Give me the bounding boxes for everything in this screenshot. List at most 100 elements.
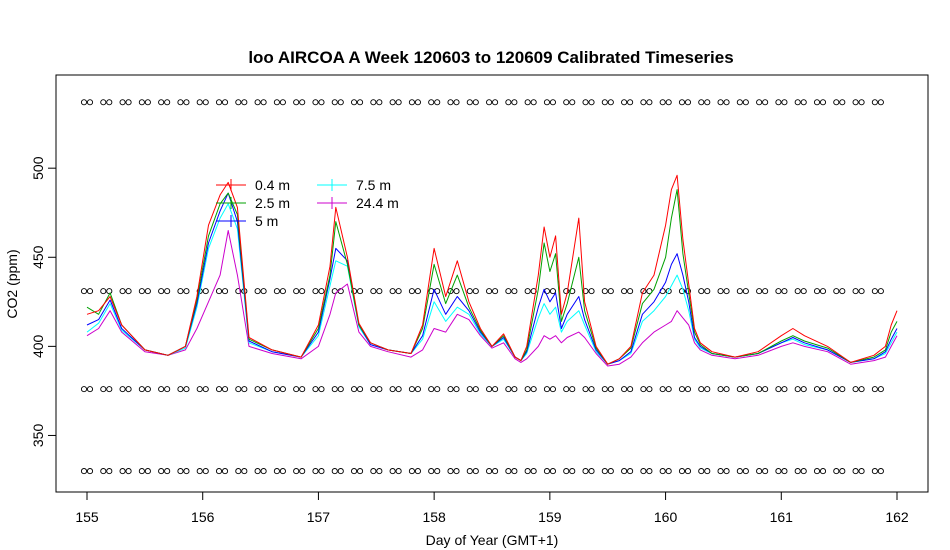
marker-point (434, 468, 441, 475)
marker-point (472, 386, 479, 393)
marker-point (312, 468, 319, 475)
marker-point (678, 468, 686, 475)
marker-point (279, 468, 286, 475)
legend: 0.4 m 2.5 m 5 m 7.5 m 24.4 m (216, 177, 399, 229)
marker-point (318, 99, 325, 106)
y-tick-label: 450 (30, 245, 46, 269)
marker-point (717, 99, 724, 106)
marker-point (607, 468, 614, 475)
marker-point (318, 468, 325, 475)
marker-point (839, 99, 846, 106)
marker-point (337, 386, 344, 393)
x-tick-label: 162 (885, 509, 909, 525)
marker-point (196, 386, 203, 393)
marker-point (447, 468, 454, 475)
marker-point (125, 288, 132, 295)
series-lines (86, 174, 898, 367)
marker-point (183, 468, 190, 475)
marker-point (370, 386, 377, 393)
x-tick-label: 158 (422, 509, 446, 525)
marker-point (781, 99, 788, 106)
marker-point (100, 468, 107, 475)
marker-point (357, 468, 364, 475)
marker-point (607, 288, 614, 295)
marker-point (486, 386, 493, 393)
marker-point (678, 386, 686, 393)
marker-point (877, 99, 884, 106)
marker-point (447, 99, 454, 106)
marker-point (235, 468, 242, 475)
marker-point (549, 468, 556, 475)
marker-point (819, 99, 827, 106)
marker-point (273, 386, 280, 393)
x-tick-label: 159 (538, 509, 562, 525)
marker-point (119, 99, 126, 106)
marker-point (736, 386, 743, 393)
marker-point (428, 99, 435, 106)
marker-point (158, 468, 165, 475)
y-axis: 350 400 450 500 (30, 156, 57, 447)
marker-point (472, 99, 479, 106)
marker-point (742, 288, 749, 295)
marker-point (601, 386, 608, 393)
marker-point (756, 99, 763, 106)
marker-point (331, 99, 338, 106)
marker-point (408, 288, 415, 295)
marker-point (235, 386, 242, 393)
marker-point (588, 468, 595, 475)
marker-point (665, 468, 672, 475)
marker-point (569, 468, 576, 475)
marker-point (684, 99, 692, 106)
marker-point (684, 468, 692, 475)
marker-point (813, 288, 821, 295)
legend-label: 0.4 m (255, 177, 290, 193)
x-tick-label: 160 (654, 509, 678, 525)
marker-point (839, 468, 846, 475)
marker-point (704, 386, 711, 393)
marker-point (389, 288, 396, 295)
marker-point (640, 288, 647, 295)
marker-point (279, 288, 286, 295)
marker-point (177, 99, 184, 106)
marker-point (742, 468, 749, 475)
marker-point (260, 99, 267, 106)
marker-point (215, 288, 223, 295)
marker-point (492, 468, 499, 475)
legend-item: 24.4 m (317, 195, 399, 211)
marker-point (505, 99, 512, 106)
marker-point (138, 288, 145, 295)
marker-point (196, 99, 203, 106)
x-tick-label: 161 (770, 509, 794, 525)
marker-point (698, 99, 705, 106)
marker-point (723, 99, 730, 106)
marker-point (858, 99, 865, 106)
marker-point (466, 468, 473, 475)
marker-point (492, 386, 499, 393)
marker-point (601, 288, 608, 295)
marker-point (775, 468, 782, 475)
marker-point (505, 386, 512, 393)
marker-row (80, 99, 884, 106)
marker-point (621, 99, 628, 106)
marker-point (607, 386, 614, 393)
marker-point (563, 468, 570, 475)
marker-point (318, 288, 325, 295)
marker-point (736, 99, 743, 106)
marker-point (376, 288, 383, 295)
marker-point (775, 99, 782, 106)
marker-point (858, 288, 865, 295)
marker-point (665, 99, 672, 106)
marker-point (511, 288, 518, 295)
marker-point (492, 99, 499, 106)
marker-point (524, 99, 531, 106)
marker-point (376, 468, 383, 475)
marker-point (453, 386, 460, 393)
marker-point (794, 468, 801, 475)
marker-point (627, 288, 634, 295)
marker-point (428, 386, 435, 393)
marker-point (331, 386, 338, 393)
marker-point (524, 386, 531, 393)
marker-point (833, 386, 840, 393)
marker-point (293, 468, 300, 475)
marker-point (762, 386, 769, 393)
